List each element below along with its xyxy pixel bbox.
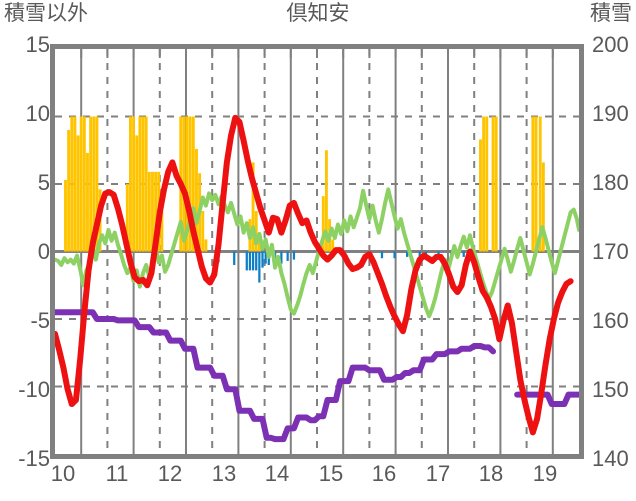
y-axis-left-tick-6: -15 bbox=[18, 446, 50, 471]
x-axis-tick-13: 13 bbox=[211, 461, 237, 486]
x-axis-tick-11: 11 bbox=[105, 461, 129, 486]
red-line-series bbox=[55, 114, 574, 436]
chart-title: 倶知安 bbox=[286, 2, 350, 25]
x-axis-tick-14: 14 bbox=[264, 461, 290, 486]
y-axis-right-tick-4: 160 bbox=[592, 308, 629, 333]
y-axis-right-tick-6: 140 bbox=[592, 446, 629, 471]
orange-bars-group bbox=[64, 116, 545, 252]
y-axis-left-tick-5: -10 bbox=[18, 377, 50, 402]
right-axis-title: 積雪 bbox=[590, 2, 632, 25]
x-axis-tick-15: 15 bbox=[318, 461, 344, 486]
y-axis-right-tick-5: 150 bbox=[592, 377, 629, 402]
x-axis-tick-18: 18 bbox=[478, 461, 504, 486]
x-axis-tick-10: 10 bbox=[50, 461, 76, 486]
y-axis-right-tick-2: 180 bbox=[592, 170, 629, 195]
y-axis-left-tick-1: 10 bbox=[25, 101, 50, 126]
y-axis-right-tick-1: 190 bbox=[592, 101, 629, 126]
y-axis-left-tick-4: -5 bbox=[30, 308, 50, 333]
plot-svg bbox=[55, 49, 579, 454]
top-axis-ticks bbox=[80, 49, 554, 58]
x-axis-tick-17: 17 bbox=[425, 461, 451, 486]
green-line-series bbox=[55, 187, 579, 319]
y-axis-right-tick-3: 170 bbox=[592, 239, 629, 264]
y-axis-left-tick-2: 5 bbox=[37, 170, 50, 195]
y-axis-left-tick-3: 0 bbox=[37, 239, 50, 264]
x-axis-tick-12: 12 bbox=[157, 461, 183, 486]
plot-area bbox=[50, 44, 584, 459]
left-axis-title: 積雪以外 bbox=[4, 2, 88, 25]
y-axis-right-tick-0: 200 bbox=[592, 32, 629, 57]
x-axis-tick-19: 19 bbox=[532, 461, 558, 486]
y-axis-left-tick-0: 15 bbox=[25, 32, 50, 57]
x-axis-tick-16: 16 bbox=[371, 461, 397, 486]
